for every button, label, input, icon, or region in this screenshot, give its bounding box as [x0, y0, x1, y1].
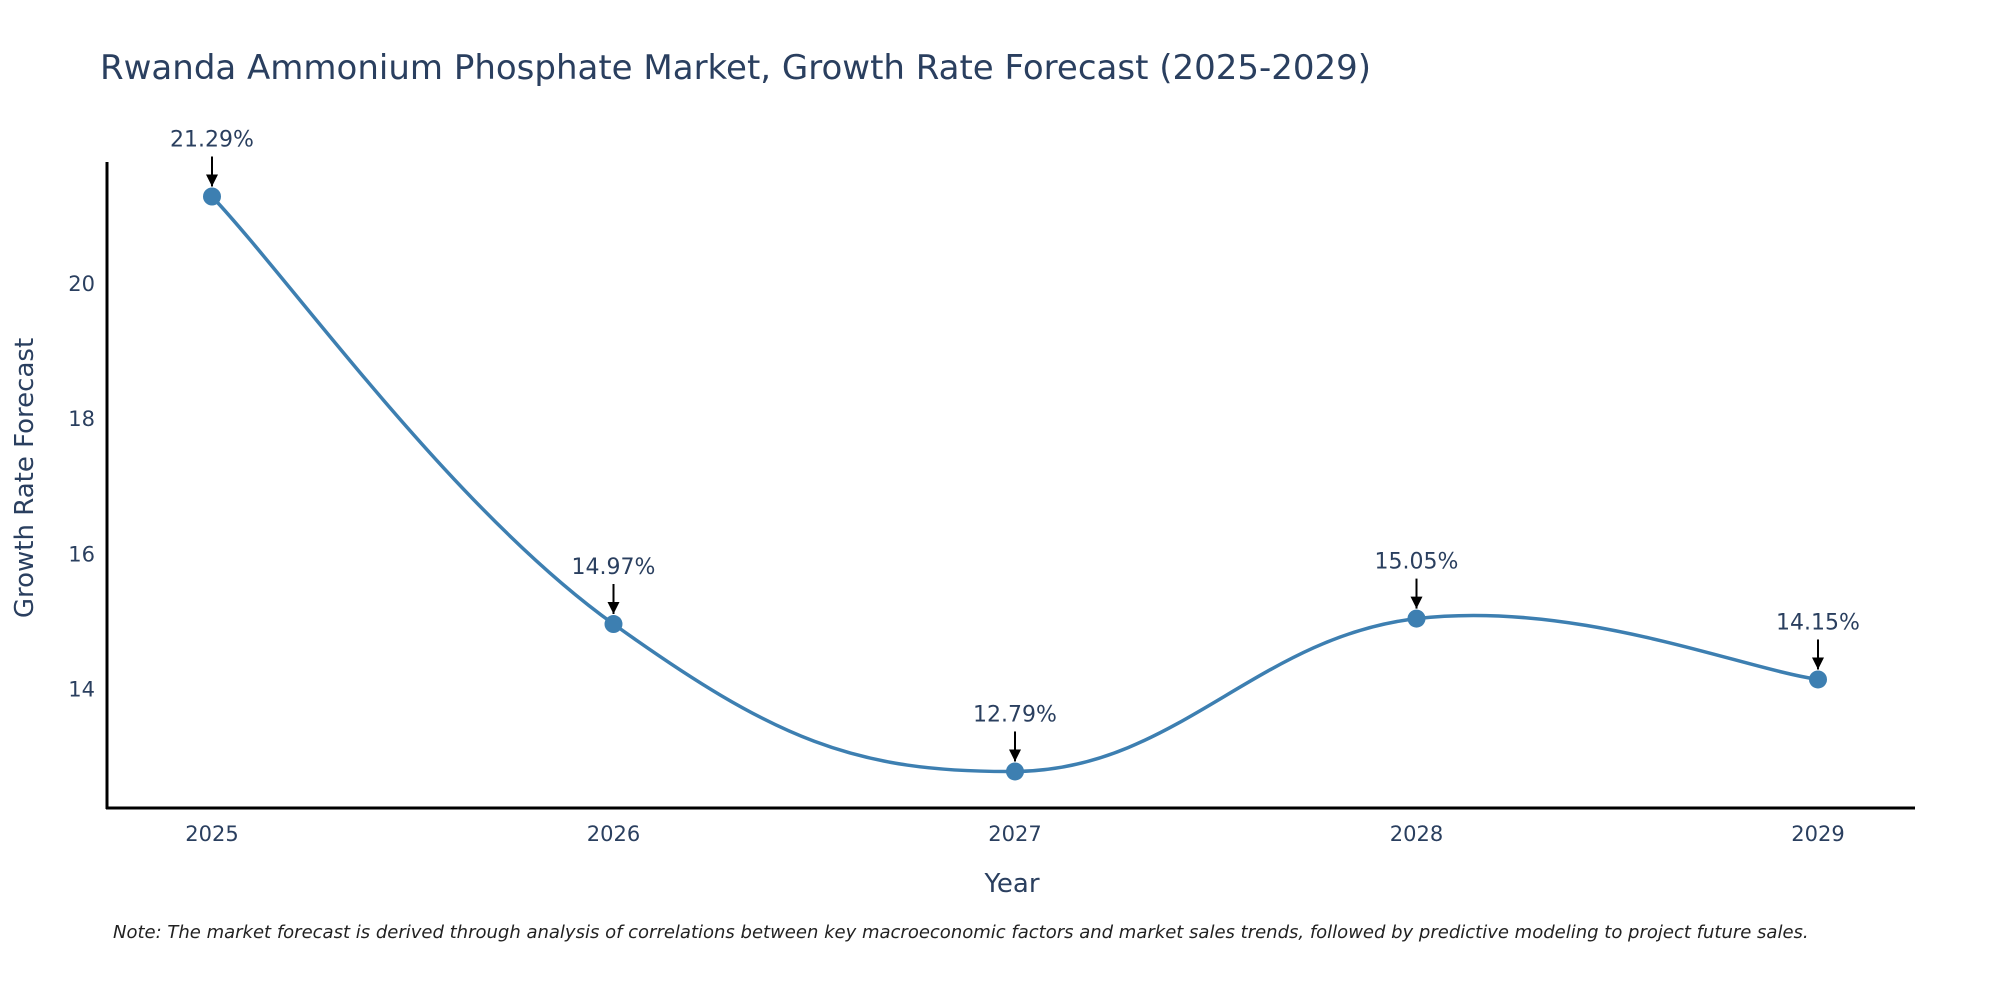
x-tick-label: 2027: [988, 822, 1041, 846]
data-point: [604, 615, 623, 634]
data-point: [1006, 762, 1024, 781]
chart-note: Note: The market forecast is derived thr…: [113, 922, 1809, 943]
data-point: [1407, 609, 1426, 628]
x-tick-label: 2029: [1791, 822, 1844, 846]
x-tick-label: 2028: [1390, 822, 1443, 846]
data-label: 14.15%: [1776, 610, 1860, 635]
data-point: [203, 187, 221, 206]
x-tick-label: 2026: [587, 822, 640, 846]
series-line: [210, 195, 1819, 774]
y-tick-label: 14: [68, 678, 95, 702]
data-label: 15.05%: [1375, 550, 1459, 575]
data-label: 21.29%: [170, 127, 254, 152]
data-point: [1809, 670, 1827, 689]
x-tick-label: 2025: [185, 822, 238, 846]
data-label: 14.97%: [572, 555, 656, 580]
x-axis-title: Year: [983, 869, 1039, 899]
data-label: 12.79%: [973, 702, 1057, 727]
y-tick-label: 16: [68, 542, 95, 566]
chart-title: Rwanda Ammonium Phosphate Market, Growth…: [100, 48, 1372, 88]
y-tick-label: 18: [68, 407, 95, 431]
y-axis-title: Growth Rate Forecast: [10, 338, 40, 618]
y-tick-label: 20: [68, 272, 95, 296]
